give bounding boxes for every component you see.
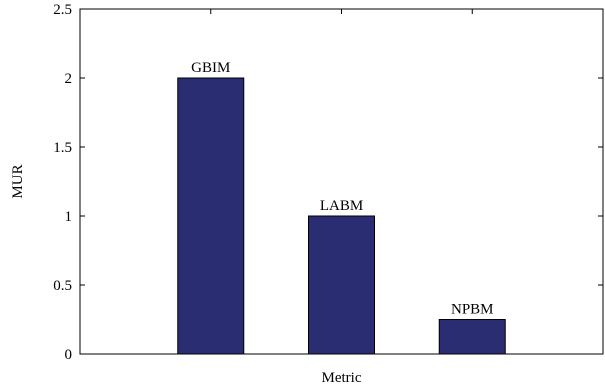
plot-frame: [79, 8, 604, 355]
bar-labm: [308, 215, 375, 355]
bar-npbm: [438, 319, 506, 355]
y-tick-label: 0.5: [53, 278, 72, 294]
bar-label-npbm: NPBM: [451, 302, 494, 318]
x-axis-label: Metric: [322, 370, 362, 386]
bar-group: GBIM LABM NPBM: [177, 60, 506, 355]
bar-gbim: [177, 77, 245, 355]
y-tick-label: 2.5: [53, 2, 72, 18]
bar-label-gbim: GBIM: [191, 60, 230, 76]
y-tick-label: 1: [65, 209, 73, 225]
y-tick-label: 2: [65, 71, 73, 87]
y-tick-label: 0: [65, 347, 73, 363]
y-axis-label: MUR: [10, 164, 26, 198]
bar-label-labm: LABM: [320, 198, 363, 214]
y-tick-label: 1.5: [53, 140, 72, 156]
